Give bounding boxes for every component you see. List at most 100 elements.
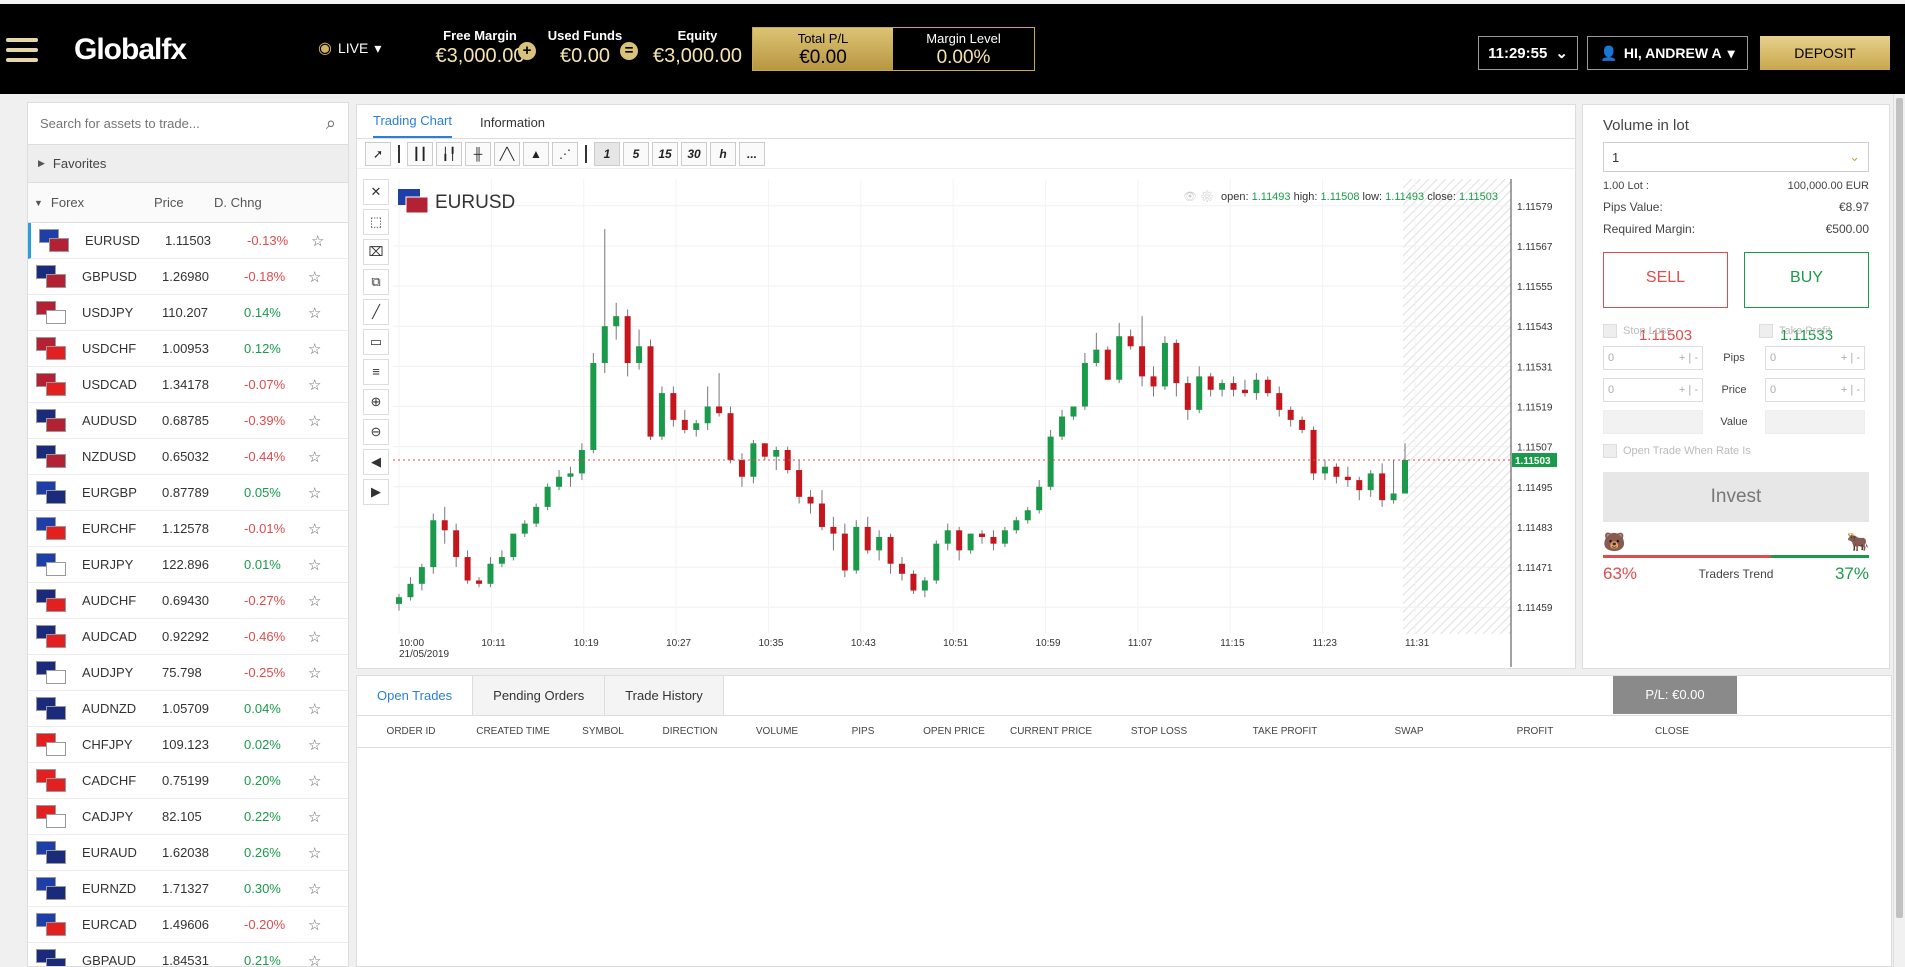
asset-row-cadchf[interactable]: CADCHF 0.75199 0.20% ☆: [28, 763, 348, 799]
star-icon[interactable]: ☆: [308, 448, 322, 466]
asset-row-usdcad[interactable]: USDCAD 1.34178 -0.07% ☆: [28, 367, 348, 403]
star-icon[interactable]: ☆: [311, 232, 325, 250]
asset-row-euraud[interactable]: EURAUD 1.62038 0.26% ☆: [28, 835, 348, 871]
star-icon[interactable]: ☆: [308, 340, 322, 358]
asset-row-eurgbp[interactable]: EURGBP 0.87789 0.05% ☆: [28, 475, 348, 511]
trendline-icon[interactable]: ╱: [363, 299, 389, 325]
delete-drawings-icon[interactable]: ⌧: [363, 239, 389, 265]
stop-loss-pips-input[interactable]: 0 + | -: [1603, 346, 1703, 370]
column-header[interactable]: STOP LOSS: [1130, 726, 1188, 737]
open-when-rate-toggle[interactable]: Open Trade When Rate Is: [1603, 444, 1869, 458]
plus-icon[interactable]: +: [1840, 352, 1848, 364]
buy-button[interactable]: BUY 1.11533: [1744, 252, 1869, 344]
timeframe-button[interactable]: h: [710, 141, 736, 166]
take-profit-price-input[interactable]: 0 + | -: [1765, 378, 1865, 402]
timeframe-button[interactable]: 15: [652, 141, 678, 166]
plus-icon[interactable]: +: [1678, 384, 1686, 396]
star-icon[interactable]: ☆: [308, 916, 322, 934]
column-header[interactable]: DIRECTION: [662, 726, 718, 737]
column-header[interactable]: PIPS: [851, 726, 875, 737]
column-header[interactable]: CREATED TIME: [476, 726, 550, 737]
timeframe-button[interactable]: 1: [594, 141, 620, 166]
column-header[interactable]: TAKE PROFIT: [1252, 726, 1318, 737]
column-header[interactable]: ORDER ID: [386, 726, 436, 737]
timeframe-button[interactable]: ...: [739, 141, 765, 166]
star-icon[interactable]: ☆: [308, 412, 322, 430]
star-icon[interactable]: ☆: [308, 808, 322, 826]
asset-row-chfjpy[interactable]: CHFJPY 109.123 0.02% ☆: [28, 727, 348, 763]
favorites-group[interactable]: ▶ Favorites: [28, 145, 348, 183]
column-header[interactable]: OPEN PRICE: [923, 726, 985, 737]
user-menu[interactable]: 👤 HI, ANDREW A ▾: [1587, 36, 1748, 70]
column-header[interactable]: VOLUME: [755, 726, 799, 737]
select-icon[interactable]: ⬚: [363, 209, 389, 235]
close-icon[interactable]: ✕: [363, 179, 389, 205]
column-header[interactable]: SWAP: [1394, 726, 1424, 737]
candles-icon[interactable]: ┃┃: [407, 141, 433, 166]
column-header[interactable]: PROFIT: [1516, 726, 1554, 737]
take-profit-checkbox[interactable]: [1759, 324, 1773, 338]
column-header[interactable]: CLOSE: [1655, 726, 1689, 737]
take-profit-value-field[interactable]: [1765, 410, 1865, 434]
star-icon[interactable]: ☆: [308, 772, 322, 790]
dots-icon[interactable]: ⋰: [552, 141, 578, 166]
tab-open-trades[interactable]: Open Trades: [357, 676, 474, 715]
zoom-in-icon[interactable]: ⊕: [363, 389, 389, 415]
asset-row-nzdusd[interactable]: NZDUSD 0.65032 -0.44% ☆: [28, 439, 348, 475]
tab-pending-orders[interactable]: Pending Orders: [473, 676, 606, 715]
asset-row-eurchf[interactable]: EURCHF 1.12578 -0.01% ☆: [28, 511, 348, 547]
search-icon[interactable]: ⌕: [325, 113, 336, 133]
visibility-icon[interactable]: 👁 ⚙: [1183, 190, 1214, 203]
star-icon[interactable]: ☆: [308, 664, 322, 682]
scroll-left-icon[interactable]: ◀: [363, 449, 389, 475]
minus-icon[interactable]: -: [1856, 384, 1860, 396]
asset-row-usdjpy[interactable]: USDJPY 110.207 0.14% ☆: [28, 295, 348, 331]
star-icon[interactable]: ☆: [308, 736, 322, 754]
volume-select[interactable]: 1 ⌄: [1603, 142, 1869, 172]
candlestick-chart[interactable]: 1.11579 1.11567 1.11555 1.11543 1.11531 1.115…: [393, 179, 1573, 667]
hollow-candles-icon[interactable]: ╽╿: [436, 141, 462, 166]
column-header[interactable]: SYMBOL: [582, 726, 624, 737]
asset-row-audcad[interactable]: AUDCAD 0.92292 -0.46% ☆: [28, 619, 348, 655]
star-icon[interactable]: ☆: [308, 880, 322, 898]
open-when-rate-checkbox[interactable]: [1603, 444, 1617, 458]
sell-button[interactable]: SELL 1.11503: [1603, 252, 1728, 344]
take-profit-pips-input[interactable]: 0 + | -: [1765, 346, 1865, 370]
tab-trade-history[interactable]: Trade History: [605, 676, 724, 715]
bars-icon[interactable]: ╫: [465, 141, 491, 166]
zoom-out-icon[interactable]: ⊖: [363, 419, 389, 445]
invest-button[interactable]: Invest: [1603, 472, 1869, 522]
asset-row-audusd[interactable]: AUDUSD 0.68785 -0.39% ☆: [28, 403, 348, 439]
plus-icon[interactable]: +: [1840, 384, 1848, 396]
star-icon[interactable]: ☆: [308, 844, 322, 862]
menu-icon[interactable]: [6, 38, 38, 62]
star-icon[interactable]: ☆: [308, 556, 322, 574]
page-scrollbar[interactable]: [1893, 94, 1905, 967]
rectangle-icon[interactable]: ▭: [363, 329, 389, 355]
asset-row-usdchf[interactable]: USDCHF 1.00953 0.12% ☆: [28, 331, 348, 367]
search-input[interactable]: [40, 116, 326, 131]
clock-dropdown[interactable]: 11:29:55 ⌄: [1478, 36, 1578, 70]
star-icon[interactable]: ☆: [308, 592, 322, 610]
minus-icon[interactable]: -: [1694, 384, 1698, 396]
asset-row-eurnzd[interactable]: EURNZD 1.71327 0.30% ☆: [28, 871, 348, 907]
stop-loss-checkbox[interactable]: [1603, 324, 1617, 338]
asset-row-eurusd[interactable]: EURUSD 1.11503 -0.13% ☆: [28, 223, 348, 259]
star-icon[interactable]: ☆: [308, 952, 322, 967]
scrollbar-thumb[interactable]: [1896, 98, 1903, 918]
area-icon[interactable]: ▲: [523, 141, 549, 166]
asset-row-audjpy[interactable]: AUDJPY 75.798 -0.25% ☆: [28, 655, 348, 691]
scroll-right-icon[interactable]: ▶: [363, 479, 389, 505]
star-icon[interactable]: ☆: [308, 304, 322, 322]
asset-row-gbpusd[interactable]: GBPUSD 1.26980 -0.18% ☆: [28, 259, 348, 295]
minus-icon[interactable]: -: [1694, 352, 1698, 364]
fibonacci-icon[interactable]: ≡: [363, 359, 389, 385]
star-icon[interactable]: ☆: [308, 700, 322, 718]
star-icon[interactable]: ☆: [308, 376, 322, 394]
forex-group-header[interactable]: ▼ Forex Price D. Chng: [28, 183, 348, 223]
asset-row-cadjpy[interactable]: CADJPY 82.105 0.22% ☆: [28, 799, 348, 835]
take-profit-toggle[interactable]: Take Profit: [1759, 324, 1869, 338]
asset-row-gbpaud[interactable]: GBPAUD 1.84531 0.21% ☆: [28, 943, 348, 967]
deposit-button[interactable]: DEPOSIT: [1760, 36, 1890, 70]
star-icon[interactable]: ☆: [308, 484, 322, 502]
